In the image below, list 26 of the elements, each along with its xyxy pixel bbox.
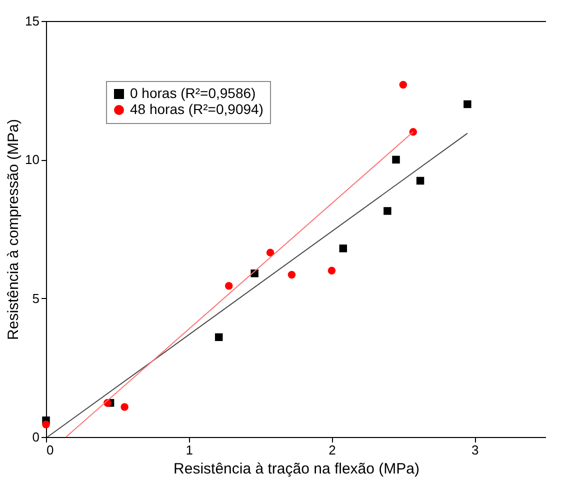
x-tick-label: 1 bbox=[186, 442, 193, 458]
x-axis-title: Resistência à tração na flexão (MPa) bbox=[174, 460, 420, 478]
legend-label: 48 horas (R²=0,9094) bbox=[130, 101, 264, 117]
legend-label: 0 horas (R²=0,9586) bbox=[130, 85, 256, 101]
x-tick-label: 3 bbox=[471, 442, 479, 458]
x-tick-label: 0 bbox=[46, 442, 54, 458]
y-tick-label: 5 bbox=[32, 290, 40, 306]
point bbox=[339, 244, 348, 252]
point bbox=[42, 420, 50, 428]
y-tick-label: 10 bbox=[25, 152, 40, 168]
y-tick-label: 0 bbox=[32, 430, 40, 444]
y-tick-label: 15 bbox=[25, 14, 40, 28]
point bbox=[214, 333, 223, 342]
point bbox=[224, 282, 233, 290]
point bbox=[409, 128, 418, 136]
point bbox=[384, 207, 392, 215]
point bbox=[416, 176, 424, 185]
x-tick-label: 2 bbox=[328, 442, 336, 458]
point bbox=[266, 248, 274, 256]
point bbox=[392, 156, 400, 164]
y-axis-title: Resistência à compressão (MPa) bbox=[5, 119, 22, 340]
point bbox=[328, 266, 336, 274]
point bbox=[399, 80, 408, 89]
point bbox=[464, 100, 472, 108]
point bbox=[120, 403, 128, 411]
point bbox=[288, 270, 296, 279]
